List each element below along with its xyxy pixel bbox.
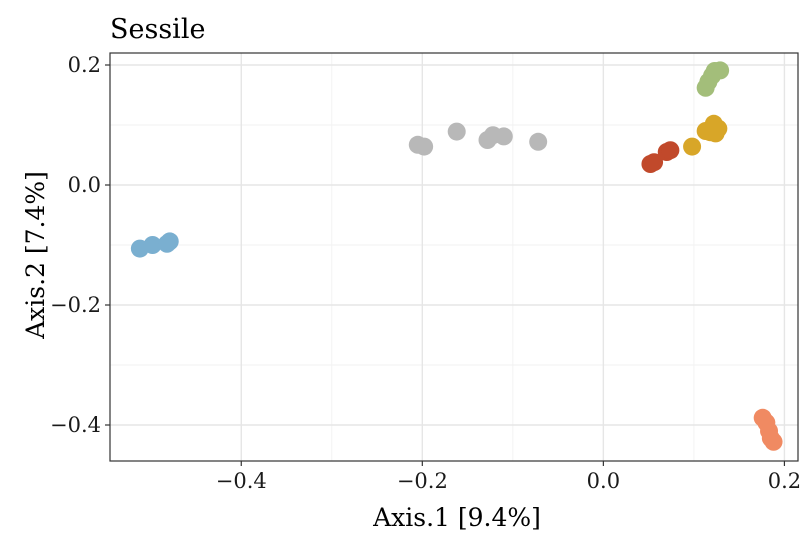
y-axis: 0.2 0.0 −0.2 −0.4 xyxy=(50,53,110,437)
data-point xyxy=(709,119,728,138)
data-point xyxy=(447,122,466,141)
data-point xyxy=(160,232,179,251)
x-tick-label: 0.2 xyxy=(768,469,801,493)
grid xyxy=(110,53,798,461)
data-point xyxy=(143,236,162,254)
y-tick-label: 0.0 xyxy=(68,173,101,197)
data-point xyxy=(529,132,548,151)
y-tick-label: −0.4 xyxy=(50,413,101,437)
y-tick-label: −0.2 xyxy=(50,293,101,317)
x-tick-label: −0.2 xyxy=(397,469,448,493)
data-points xyxy=(130,61,783,451)
x-tick-label: −0.4 xyxy=(216,469,267,493)
data-point xyxy=(764,432,783,451)
x-axis-title: Axis.1 [9.4%] xyxy=(372,503,541,532)
plot-panel xyxy=(109,52,799,462)
data-point xyxy=(683,137,702,156)
data-point xyxy=(415,137,434,156)
data-point xyxy=(661,141,680,160)
data-point xyxy=(645,153,664,172)
chart-title: Sessile xyxy=(110,14,205,45)
data-point xyxy=(494,127,513,146)
x-tick-label: 0.0 xyxy=(587,469,620,493)
y-axis-title: Axis.2 [7.4%] xyxy=(21,171,50,340)
x-axis: −0.4 −0.2 0.0 0.2 xyxy=(216,461,801,493)
data-point xyxy=(711,61,730,80)
y-tick-label: 0.2 xyxy=(68,53,101,77)
